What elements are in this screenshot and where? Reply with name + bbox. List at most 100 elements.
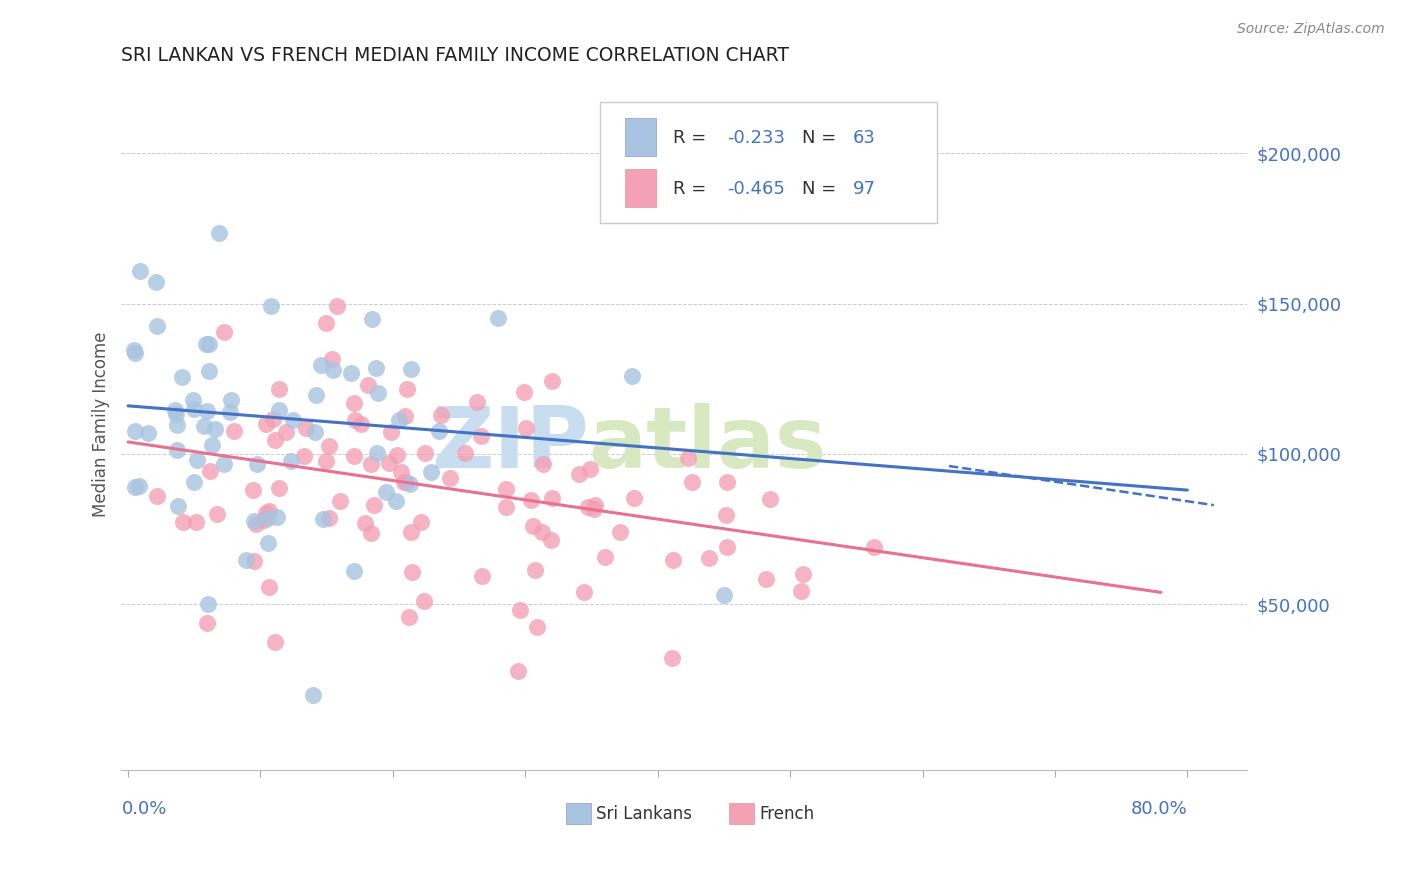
Point bbox=[343, 564, 366, 578]
Point bbox=[395, 475, 418, 489]
Point bbox=[205, 507, 228, 521]
Point bbox=[661, 651, 683, 665]
Point bbox=[343, 396, 366, 410]
Point bbox=[755, 572, 778, 586]
Point bbox=[146, 318, 169, 333]
Point bbox=[246, 457, 269, 471]
Point bbox=[576, 500, 599, 514]
Point bbox=[430, 408, 453, 422]
Point bbox=[340, 367, 363, 381]
Text: atlas: atlas bbox=[589, 403, 827, 486]
Text: ZIP: ZIP bbox=[430, 403, 589, 486]
Point bbox=[792, 566, 814, 581]
Point bbox=[204, 422, 226, 436]
Point bbox=[523, 563, 546, 577]
Point bbox=[254, 506, 277, 520]
Point bbox=[714, 508, 737, 523]
Point bbox=[218, 405, 240, 419]
Point bbox=[343, 449, 366, 463]
Point bbox=[294, 420, 316, 434]
Point bbox=[165, 403, 187, 417]
Point bbox=[367, 386, 389, 401]
Point bbox=[269, 403, 291, 417]
Point bbox=[360, 457, 382, 471]
Point bbox=[360, 525, 382, 540]
Point bbox=[513, 385, 536, 400]
Point bbox=[509, 603, 531, 617]
Point bbox=[124, 345, 146, 359]
Point bbox=[183, 475, 205, 490]
Point bbox=[312, 512, 335, 526]
Point bbox=[198, 337, 221, 351]
Point bbox=[262, 411, 284, 425]
Point bbox=[495, 500, 517, 515]
Point bbox=[145, 276, 167, 290]
Point bbox=[366, 361, 388, 376]
Point bbox=[124, 424, 146, 438]
Point bbox=[353, 516, 375, 530]
Point bbox=[304, 425, 326, 439]
Point bbox=[697, 551, 720, 566]
Point bbox=[219, 393, 242, 408]
Point bbox=[129, 264, 152, 278]
Text: 80.0%: 80.0% bbox=[1130, 800, 1187, 818]
Point bbox=[318, 510, 340, 524]
Point bbox=[315, 317, 337, 331]
Point bbox=[470, 429, 492, 443]
Point bbox=[326, 299, 349, 313]
Point bbox=[195, 337, 218, 351]
Point bbox=[366, 445, 388, 459]
Text: -0.233: -0.233 bbox=[727, 129, 785, 147]
Point bbox=[506, 665, 529, 679]
Point bbox=[198, 464, 221, 478]
Point bbox=[526, 620, 548, 634]
Point bbox=[257, 510, 280, 524]
Point bbox=[292, 450, 315, 464]
Point bbox=[193, 418, 215, 433]
Point bbox=[309, 358, 332, 372]
Point bbox=[183, 401, 205, 416]
Point bbox=[401, 362, 423, 376]
Point bbox=[515, 420, 537, 434]
Point bbox=[264, 433, 287, 447]
Bar bbox=[730, 803, 754, 824]
Text: N =: N = bbox=[803, 129, 842, 147]
Text: N =: N = bbox=[803, 179, 842, 198]
Y-axis label: Median Family Income: Median Family Income bbox=[93, 331, 110, 516]
Point bbox=[186, 516, 208, 530]
Point bbox=[388, 413, 411, 427]
Point bbox=[394, 409, 416, 423]
Point bbox=[681, 475, 703, 490]
Point bbox=[661, 553, 683, 567]
Point bbox=[195, 616, 218, 631]
Point bbox=[124, 480, 146, 494]
Point bbox=[363, 498, 385, 512]
Point bbox=[401, 524, 423, 539]
FancyBboxPatch shape bbox=[600, 102, 938, 223]
Point bbox=[623, 491, 645, 505]
Point bbox=[329, 493, 352, 508]
Point bbox=[243, 514, 266, 528]
Text: R =: R = bbox=[673, 179, 711, 198]
Point bbox=[214, 457, 236, 471]
Point bbox=[380, 425, 402, 440]
Point bbox=[224, 425, 246, 439]
Point bbox=[389, 465, 412, 479]
Point bbox=[170, 370, 193, 384]
Point bbox=[264, 635, 287, 649]
Point bbox=[122, 343, 145, 357]
Point bbox=[385, 494, 408, 508]
Point bbox=[454, 446, 477, 460]
Point bbox=[713, 587, 735, 601]
Point bbox=[488, 311, 510, 326]
Text: Source: ZipAtlas.com: Source: ZipAtlas.com bbox=[1237, 22, 1385, 37]
Point bbox=[419, 466, 441, 480]
Point bbox=[305, 387, 328, 401]
Point bbox=[399, 476, 422, 491]
Point bbox=[522, 519, 544, 533]
Point bbox=[321, 351, 343, 366]
Point bbox=[374, 485, 396, 500]
Point bbox=[350, 417, 373, 432]
Point bbox=[716, 475, 738, 489]
Point bbox=[412, 594, 434, 608]
